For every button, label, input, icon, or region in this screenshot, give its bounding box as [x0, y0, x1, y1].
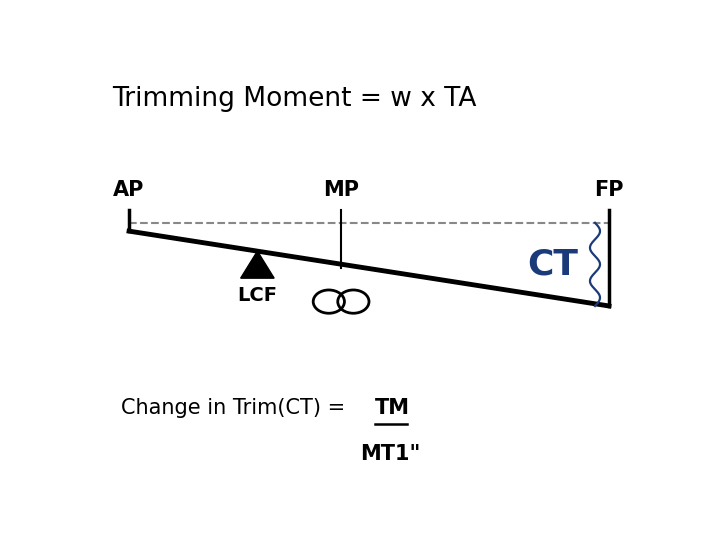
Text: Change in Trim(CT) =: Change in Trim(CT) = — [121, 398, 351, 418]
Text: AP: AP — [113, 180, 145, 200]
Text: LCF: LCF — [238, 287, 277, 306]
Text: TM: TM — [374, 398, 410, 418]
Text: FP: FP — [594, 180, 624, 200]
Text: MP: MP — [323, 180, 359, 200]
Polygon shape — [240, 251, 274, 278]
Text: MT1": MT1" — [361, 444, 421, 464]
Text: CT: CT — [528, 247, 579, 281]
Text: Trimming Moment = w x TA: Trimming Moment = w x TA — [112, 85, 477, 112]
